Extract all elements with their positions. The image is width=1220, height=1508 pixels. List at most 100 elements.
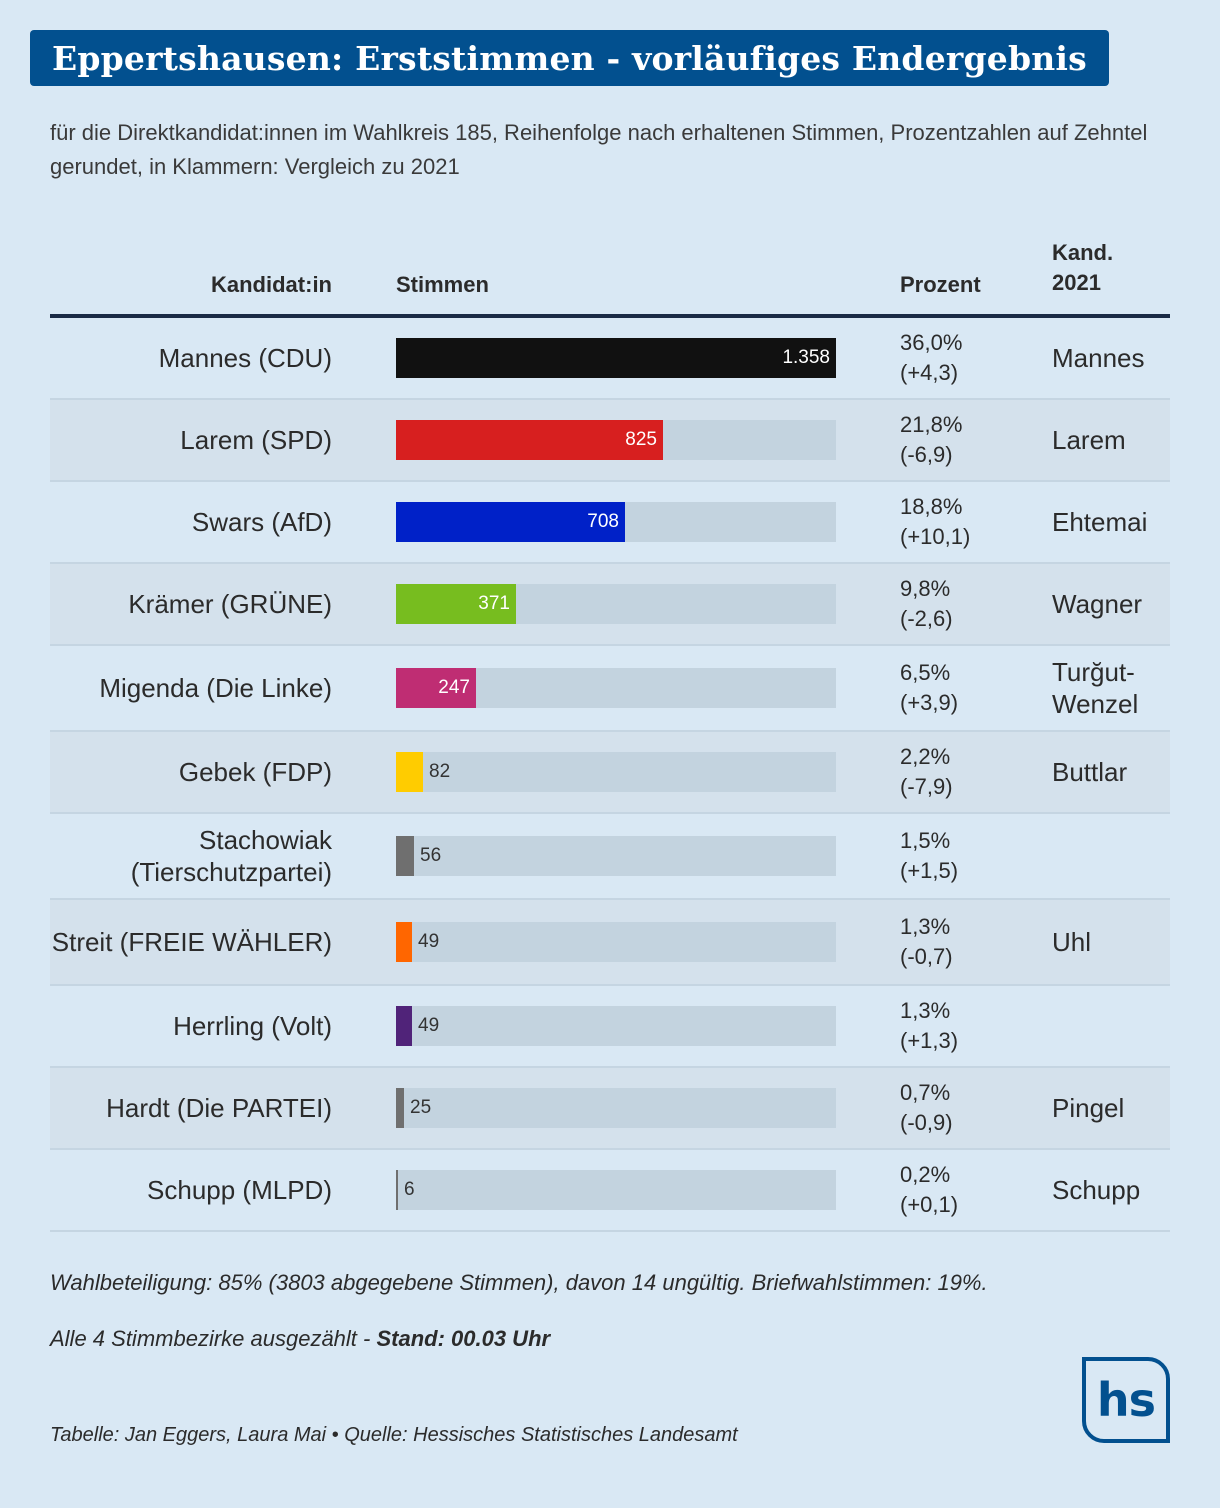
table-row: Herrling (Volt) 49 1,3% (+1,3)	[50, 986, 1170, 1068]
candidate-name: Migenda (Die Linke)	[99, 673, 332, 703]
title-banner: Eppertshausen: Erststimmen - vorläufiges…	[30, 30, 1109, 86]
candidate-name: Streit (FREIE WÄHLER)	[51, 927, 332, 957]
candidate-2021	[1052, 814, 1170, 898]
header-candidate: Kandidat:in	[211, 272, 332, 297]
candidate-name: Krämer (GRÜNE)	[128, 589, 332, 619]
vote-count-label: 371	[478, 593, 510, 614]
vote-bar	[396, 1170, 398, 1210]
candidate-2021: Uhl	[1052, 927, 1092, 957]
vote-count-label: 25	[410, 1097, 432, 1118]
candidate-name: Herrling (Volt)	[173, 1011, 332, 1041]
turnout-note: Wahlbeteiligung: 85% (3803 abgegebene St…	[50, 1270, 988, 1295]
table-header: Kandidat:in Stimmen Prozent Kand. 2021	[50, 232, 1170, 318]
bar-track: 82	[396, 752, 836, 792]
bar-track: 6	[396, 1170, 836, 1210]
candidate-name: Stachowiak (Tierschutzpartei)	[130, 825, 332, 887]
vote-count-label: 82	[429, 761, 451, 782]
subtitle: für die Direktkandidat:innen im Wahlkrei…	[50, 120, 1148, 179]
percent-value: 0,2%	[900, 1162, 951, 1187]
candidate-2021	[1052, 986, 1170, 1066]
percent-value: 1,5%	[900, 828, 951, 853]
percent-value: 9,8%	[900, 576, 951, 601]
percent-change: (+1,3)	[900, 1028, 959, 1053]
percent-change: (-0,9)	[900, 1110, 953, 1135]
vote-count-label: 708	[587, 511, 619, 532]
vote-bar	[396, 752, 423, 792]
candidate-name: Hardt (Die PARTEI)	[106, 1093, 332, 1123]
candidate-2021: Wagner	[1052, 589, 1143, 619]
count-note: Alle 4 Stimmbezirke ausgezählt - Stand: …	[50, 1326, 550, 1352]
table-body: Mannes (CDU) 1.358 36,0% (+4,3) Mannes Larem …	[50, 318, 1170, 1232]
table-row: Mannes (CDU) 1.358 36,0% (+4,3) Mannes	[50, 318, 1170, 400]
candidate-name: Larem (SPD)	[180, 425, 332, 455]
percent-cell: 1,5% (+1,5)	[900, 814, 958, 898]
page-title: Eppertshausen: Erststimmen - vorläufiges…	[52, 38, 1087, 78]
header-kand-2021-line1: Kand.	[1052, 240, 1114, 265]
percent-cell: 2,2% (-7,9)	[900, 732, 953, 812]
table-row: Gebek (FDP) 82 2,2% (-7,9) Buttlar	[50, 732, 1170, 814]
bar-track: 247	[396, 668, 836, 708]
vote-count-label: 825	[625, 429, 657, 450]
vote-count-label: 49	[418, 931, 440, 952]
percent-value: 6,5%	[900, 660, 951, 685]
percent-value: 21,8%	[900, 412, 963, 437]
percent-value: 18,8%	[900, 494, 963, 519]
table-row: Schupp (MLPD) 6 0,2% (+0,1) Schupp	[50, 1150, 1170, 1232]
header-kand-2021: Kand. 2021	[1052, 238, 1113, 298]
candidate-name: Gebek (FDP)	[178, 757, 332, 787]
percent-value: 1,3%	[900, 914, 951, 939]
percent-cell: 1,3% (-0,7)	[900, 900, 953, 984]
vote-bar	[396, 922, 412, 962]
vote-bar	[396, 1006, 412, 1046]
percent-change: (-2,6)	[900, 606, 953, 631]
vote-bar	[396, 502, 625, 542]
hs-logo-text: hs	[1096, 1373, 1156, 1427]
vote-count-label: 247	[438, 677, 470, 698]
bar-track: 371	[396, 584, 836, 624]
candidate-2021: Mannes	[1052, 343, 1145, 373]
bar-track: 708	[396, 502, 836, 542]
percent-change: (-6,9)	[900, 442, 953, 467]
bar-track: 56	[396, 836, 836, 876]
percent-change: (+0,1)	[900, 1192, 959, 1217]
percent-change: (+4,3)	[900, 360, 959, 385]
percent-value: 0,7%	[900, 1080, 951, 1105]
candidate-2021: Pingel	[1052, 1093, 1125, 1123]
table-row: Hardt (Die PARTEI) 25 0,7% (-0,9) Pingel	[50, 1068, 1170, 1150]
vote-count-label: 6	[404, 1179, 415, 1200]
vote-bar	[396, 584, 516, 624]
percent-cell: 18,8% (+10,1)	[900, 482, 970, 562]
bar-track: 1.358	[396, 338, 836, 378]
table-row: Larem (SPD) 825 21,8% (-6,9) Larem	[50, 400, 1170, 482]
bar-track: 825	[396, 420, 836, 460]
vote-bar	[396, 420, 663, 460]
vote-bar	[396, 338, 836, 378]
percent-cell: 21,8% (-6,9)	[900, 400, 962, 480]
vote-bar	[396, 836, 414, 876]
candidate-2021: Larem	[1052, 425, 1126, 455]
percent-cell: 0,7% (-0,9)	[900, 1068, 953, 1148]
vote-count-label: 1.358	[782, 347, 830, 368]
percent-value: 1,3%	[900, 998, 951, 1023]
percent-change: (-0,7)	[900, 944, 953, 969]
percent-change: (+3,9)	[900, 690, 959, 715]
vote-count-label: 49	[418, 1015, 440, 1036]
percent-value: 2,2%	[900, 744, 951, 769]
vote-bar	[396, 668, 476, 708]
percent-change: (+1,5)	[900, 858, 959, 883]
percent-cell: 0,2% (+0,1)	[900, 1150, 958, 1230]
percent-cell: 36,0% (+4,3)	[900, 318, 962, 398]
candidate-2021: Buttlar	[1052, 757, 1128, 787]
bar-track: 49	[396, 922, 836, 962]
table-row: Migenda (Die Linke) 247 6,5% (+3,9) Turğut-W…	[50, 646, 1170, 732]
candidate-name: Swars (AfD)	[191, 507, 332, 537]
count-prefix: Alle 4 Stimmbezirke ausgezählt -	[50, 1326, 377, 1351]
candidate-name: Mannes (CDU)	[158, 343, 332, 373]
hs-logo: hs	[1082, 1357, 1170, 1443]
results-table: Kandidat:in Stimmen Prozent Kand. 2021 M…	[50, 232, 1170, 1232]
percent-cell: 6,5% (+3,9)	[900, 646, 958, 730]
header-percent: Prozent	[900, 272, 981, 297]
bar-track: 25	[396, 1088, 836, 1128]
header-kand-2021-line2: 2021	[1052, 270, 1101, 295]
percent-change: (-7,9)	[900, 774, 953, 799]
